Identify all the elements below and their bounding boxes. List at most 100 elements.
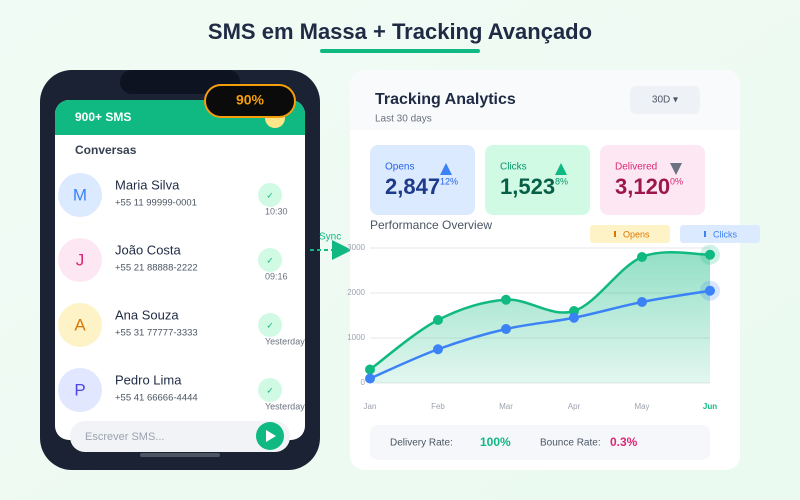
point: [433, 315, 443, 325]
point: [501, 324, 511, 334]
legend-label: Opens: [623, 229, 650, 239]
stat-label: Clicks: [500, 162, 527, 173]
y-tick-label: 3000: [347, 243, 365, 252]
contact-name: Pedro Lima: [115, 372, 182, 387]
avatar: [58, 368, 102, 412]
rates-panel: [370, 425, 710, 460]
point: [705, 285, 715, 296]
send-icon: [266, 430, 276, 442]
contact-time: Yesterday: [265, 401, 305, 411]
page-title: SMS em Massa + Tracking Avançado: [208, 19, 592, 44]
legend-box: [590, 225, 670, 243]
avatar: [58, 173, 102, 217]
contact-name: João Costa: [115, 242, 182, 257]
status-check: [258, 248, 282, 272]
stat-card: [600, 145, 705, 215]
period-button[interactable]: [630, 86, 700, 114]
analytics-subtitle: Last 30 days: [375, 114, 432, 125]
legend-label: Clicks: [713, 229, 737, 239]
trend-icon: [555, 163, 567, 175]
delivery-value: 100%: [480, 435, 511, 449]
avatar-initial: M: [73, 185, 87, 204]
point: [433, 344, 443, 355]
stat-value: 3,120: [615, 174, 670, 199]
badge-text: 90%: [236, 92, 265, 108]
stat-change: 12%: [440, 176, 458, 186]
x-tick-label: Jan: [364, 402, 377, 411]
x-tick-label: Jun: [703, 402, 717, 411]
stat-change: 8%: [555, 176, 568, 186]
chart-title: Performance Overview: [370, 218, 492, 232]
trend-icon: [440, 163, 452, 175]
point: [637, 297, 647, 307]
contact-phone: +55 21 88888-2222: [115, 263, 198, 274]
sync-label: Sync: [319, 232, 341, 243]
check-mark: ✓: [266, 190, 274, 200]
x-tick-label: May: [634, 402, 649, 411]
sms-input[interactable]: [70, 421, 290, 452]
stat-change: 0%: [670, 176, 683, 186]
chart: Performance Overview 0 1000 2000 3000 Jan Feb…: [347, 218, 760, 411]
title-underline: [320, 49, 480, 53]
contact-list: M Maria Silva +55 11 99999-0001 ✓ 10:30 J João…: [58, 173, 305, 412]
legend-swatch: [704, 231, 706, 237]
point: [365, 364, 375, 375]
stat-card: [370, 145, 475, 215]
contact-name: Maria Silva: [115, 177, 180, 192]
contact-phone: +55 11 99999-0001: [115, 198, 197, 209]
avatar-initial: J: [76, 250, 85, 269]
avatar: [58, 303, 102, 347]
trend-icon: [670, 163, 682, 175]
point: [365, 373, 375, 384]
stat-label: Delivered: [615, 162, 657, 173]
analytics-title: Tracking Analytics: [375, 91, 516, 108]
contact-time: 10:30: [265, 206, 288, 216]
y-tick-label: 0: [361, 378, 366, 387]
y-tick-label: 2000: [347, 288, 365, 297]
status-check: [258, 183, 282, 207]
bounce-label: Bounce Rate:: [540, 438, 601, 449]
stat-label: Opens: [385, 162, 414, 173]
app-title: 900+ SMS: [75, 110, 131, 124]
input-placeholder: Escrever SMS...: [85, 431, 164, 443]
period-label: 30D ▾: [652, 95, 678, 106]
home-bar: [140, 453, 220, 457]
x-tick-label: Apr: [568, 402, 581, 411]
stat-value: 1,523: [500, 174, 555, 199]
analytics-header: [350, 70, 740, 130]
phone-notch: [120, 70, 240, 94]
contact-phone: +55 31 77777-3333: [115, 328, 198, 339]
x-tick-label: Mar: [499, 402, 513, 411]
area: [370, 252, 710, 383]
check-mark: ✓: [266, 385, 274, 395]
contact-time: 09:16: [265, 271, 288, 281]
contact-name: Ana Souza: [115, 307, 179, 322]
status-check: [258, 378, 282, 402]
check-mark: ✓: [266, 255, 274, 265]
stat-card: [485, 145, 590, 215]
contact-phone: +55 41 66666-4444: [115, 393, 198, 404]
legend-swatch: [614, 231, 616, 237]
stat-value: 2,847: [385, 174, 440, 199]
line: [369, 289, 711, 380]
x-tick-label: Feb: [431, 402, 445, 411]
avatar-initial: A: [74, 315, 86, 334]
badge: [204, 84, 296, 118]
delivery-label: Delivery Rate:: [390, 438, 453, 449]
check-mark: ✓: [266, 320, 274, 330]
point: [569, 312, 579, 323]
avatar: [58, 238, 102, 282]
point: [705, 249, 715, 260]
point: [501, 294, 511, 305]
point: [637, 252, 647, 262]
contact-time: Yesterday: [265, 336, 305, 346]
section-label: Conversas: [75, 143, 137, 157]
avatar-initial: P: [74, 380, 85, 399]
phone-screen: [55, 100, 305, 440]
bounce-value: 0.3%: [610, 435, 638, 449]
y-tick-label: 1000: [347, 333, 365, 342]
legend-box: [680, 225, 760, 243]
